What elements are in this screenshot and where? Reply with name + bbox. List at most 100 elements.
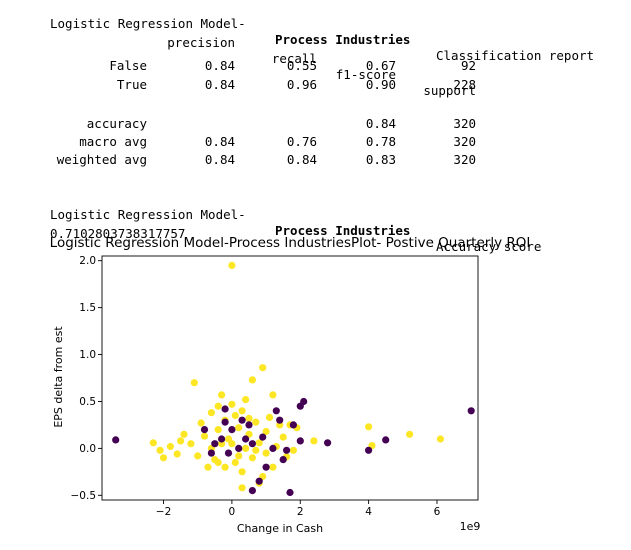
data-point	[200, 432, 209, 440]
x-tick-label: 2	[297, 506, 304, 518]
data-point	[112, 436, 120, 444]
y-tick-label: −0.5	[71, 490, 97, 502]
report-header-row: precision recall f1-score support	[0, 19, 476, 98]
data-point	[214, 426, 222, 434]
data-point	[242, 396, 250, 404]
data-point	[436, 435, 444, 443]
data-point	[245, 414, 253, 422]
data-point	[238, 416, 246, 424]
data-point	[262, 449, 270, 457]
data-point	[231, 411, 239, 420]
row-recall: 0.84	[286, 152, 317, 167]
data-point	[296, 437, 304, 445]
data-point	[221, 405, 229, 413]
row-f1-score: 0.84	[365, 116, 396, 131]
data-point	[221, 463, 229, 471]
data-point	[382, 436, 390, 444]
x-tick-label: −2	[156, 506, 171, 518]
data-point	[231, 458, 239, 467]
row-f1-score: 0.67	[365, 58, 396, 73]
data-point	[207, 409, 215, 417]
data-point	[235, 444, 243, 452]
x-tick-label: 6	[434, 506, 441, 518]
data-point	[259, 364, 267, 372]
data-point	[245, 421, 253, 429]
row-precision: 0.84	[204, 152, 235, 167]
data-point	[194, 452, 202, 460]
accuracy-title-prefix: Logistic Regression Model-	[50, 207, 246, 222]
row-label: macro avg	[79, 134, 147, 149]
row-precision: 0.84	[204, 58, 235, 73]
accuracy-value-line: 0.7102803738317757	[0, 210, 185, 241]
x-axis-label: Change in Cash	[237, 522, 323, 535]
row-support: 320	[453, 134, 476, 149]
data-point	[228, 426, 236, 434]
data-point	[252, 446, 260, 454]
y-tick-label: 2.0	[79, 255, 96, 267]
data-point	[255, 439, 263, 447]
row-recall: 0.55	[286, 58, 317, 73]
x-tick-label: 4	[365, 506, 372, 518]
y-tick-label: 0.0	[79, 443, 96, 455]
data-point	[238, 468, 246, 476]
data-point	[235, 424, 243, 432]
x-axis-offset-text: 1e9	[460, 520, 481, 533]
data-point	[252, 418, 260, 426]
data-point	[159, 454, 168, 462]
row-support: 92	[460, 58, 476, 73]
data-point	[166, 442, 174, 451]
plot-frame	[101, 255, 479, 501]
data-point	[248, 454, 256, 462]
data-point	[269, 444, 277, 452]
data-point	[177, 437, 185, 445]
data-point	[286, 488, 294, 497]
data-point	[214, 458, 222, 467]
data-point	[296, 402, 304, 410]
row-recall: 0.96	[286, 77, 317, 92]
data-point	[248, 440, 256, 448]
data-point	[279, 456, 287, 464]
row-label: False	[109, 58, 147, 73]
y-tick-label: 1.5	[79, 302, 96, 314]
accuracy-title-line: Logistic Regression Model- Process Indus…	[0, 191, 541, 254]
data-point	[149, 439, 157, 447]
y-tick-label: 1.0	[79, 349, 96, 361]
data-point	[467, 407, 475, 415]
x-tick-label: 0	[229, 506, 236, 518]
data-point	[279, 433, 287, 441]
report-title-suffix: Classification report	[436, 48, 595, 63]
data-point	[248, 487, 256, 495]
data-point	[242, 444, 250, 452]
data-point	[180, 430, 188, 438]
data-point	[276, 416, 284, 424]
data-point	[265, 413, 274, 421]
data-point	[173, 450, 181, 458]
data-point	[207, 449, 215, 457]
report-title-prefix: Logistic Regression Model-	[50, 16, 246, 31]
row-support: 228	[453, 77, 476, 92]
data-point	[228, 261, 236, 269]
data-point	[242, 435, 250, 443]
data-point	[269, 391, 277, 399]
report-title-line: Logistic Regression Model- Process Indus…	[0, 0, 594, 63]
data-point	[228, 400, 236, 408]
data-point	[197, 419, 205, 427]
data-point	[238, 407, 246, 415]
scatter-plot: Logistic Regression Model-Process Indust…	[0, 230, 631, 545]
data-point	[365, 423, 373, 431]
data-point	[262, 427, 270, 436]
data-point	[204, 463, 212, 471]
data-point	[324, 439, 332, 447]
row-label: True	[116, 77, 147, 92]
row-f1-score: 0.90	[365, 77, 396, 92]
data-point	[156, 446, 164, 454]
data-point	[310, 437, 318, 445]
data-point	[224, 435, 233, 443]
header-recall: recall	[271, 51, 317, 66]
accuracy-title-suffix: Accuracy score	[436, 239, 542, 254]
data-point	[218, 391, 226, 399]
data-point	[283, 446, 291, 454]
chart-title: Logistic Regression Model-Process Indust…	[50, 235, 531, 251]
data-point	[211, 440, 219, 448]
accuracy-title-industry: Process Industries	[275, 223, 411, 238]
